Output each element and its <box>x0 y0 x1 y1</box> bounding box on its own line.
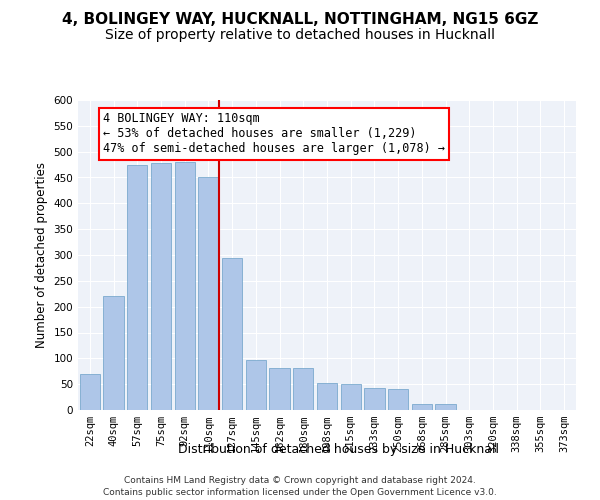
Bar <box>246 360 266 410</box>
Bar <box>103 296 124 410</box>
Bar <box>269 368 290 410</box>
Bar <box>127 164 148 410</box>
Bar <box>199 178 218 410</box>
Text: 4 BOLINGEY WAY: 110sqm
← 53% of detached houses are smaller (1,229)
47% of semi-: 4 BOLINGEY WAY: 110sqm ← 53% of detached… <box>103 112 445 156</box>
Bar <box>175 162 195 410</box>
Bar <box>341 384 361 410</box>
Bar <box>222 258 242 410</box>
Bar <box>364 388 385 410</box>
Bar <box>436 404 455 410</box>
Bar <box>388 390 408 410</box>
Bar <box>293 368 313 410</box>
Text: Distribution of detached houses by size in Hucknall: Distribution of detached houses by size … <box>178 442 499 456</box>
Text: Contains public sector information licensed under the Open Government Licence v3: Contains public sector information licen… <box>103 488 497 497</box>
Bar <box>80 374 100 410</box>
Y-axis label: Number of detached properties: Number of detached properties <box>35 162 48 348</box>
Text: 4, BOLINGEY WAY, HUCKNALL, NOTTINGHAM, NG15 6GZ: 4, BOLINGEY WAY, HUCKNALL, NOTTINGHAM, N… <box>62 12 538 28</box>
Bar <box>412 404 432 410</box>
Bar <box>151 163 171 410</box>
Bar <box>317 382 337 410</box>
Text: Contains HM Land Registry data © Crown copyright and database right 2024.: Contains HM Land Registry data © Crown c… <box>124 476 476 485</box>
Text: Size of property relative to detached houses in Hucknall: Size of property relative to detached ho… <box>105 28 495 42</box>
